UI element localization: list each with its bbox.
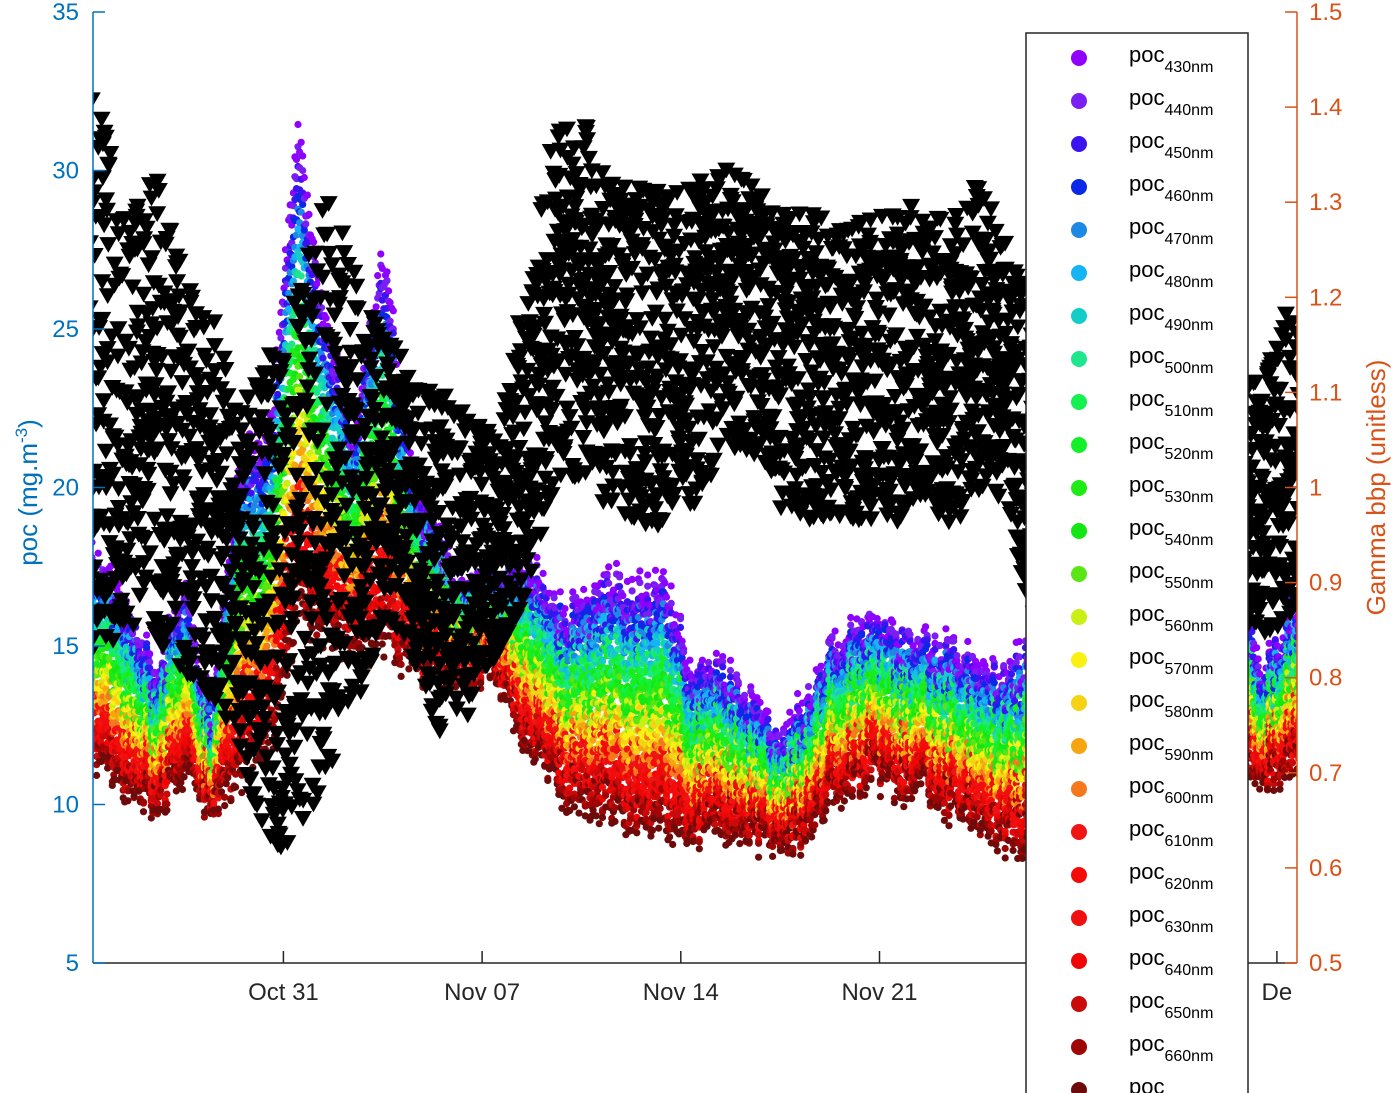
poc-point: [297, 138, 305, 146]
poc-point: [139, 808, 148, 816]
poc-point: [300, 173, 308, 182]
poc-point: [288, 340, 296, 348]
poc-point: [143, 631, 151, 639]
poc-point: [313, 631, 321, 639]
poc-point: [178, 785, 187, 794]
poc-point: [205, 705, 213, 713]
poc-point: [305, 210, 313, 218]
poc-point: [302, 220, 310, 228]
poc-point: [383, 277, 391, 285]
poc-point: [263, 642, 271, 650]
poc-point: [271, 716, 279, 724]
poc-point: [383, 268, 391, 276]
poc-point: [263, 627, 271, 635]
poc-point: [389, 307, 397, 315]
poc-point: [214, 805, 222, 813]
poc-point: [374, 272, 382, 280]
poc-point: [227, 797, 235, 805]
poc-point: [222, 780, 230, 788]
poc-point: [310, 238, 318, 246]
poc-point: [221, 793, 229, 801]
poc-point: [163, 806, 171, 814]
poc-point: [296, 372, 304, 381]
poc-point: [322, 314, 330, 322]
poc-point: [314, 448, 322, 456]
poc-point: [289, 639, 297, 647]
poc-point: [139, 798, 148, 806]
poc-point: [163, 790, 171, 798]
poc-point: [299, 152, 307, 160]
poc-point: [380, 653, 388, 661]
poc-point: [378, 640, 386, 648]
poc-point: [303, 191, 311, 199]
poc-point: [143, 643, 151, 652]
poc-point: [94, 549, 102, 557]
poc-point: [385, 287, 393, 295]
poc-point: [163, 800, 171, 808]
poc-point: [297, 272, 305, 280]
poc-point: [299, 166, 307, 175]
poc-point: [283, 479, 291, 487]
poc-point: [124, 797, 132, 805]
poc-point: [93, 771, 101, 780]
poc-point: [146, 650, 154, 658]
poc-point: [294, 120, 302, 129]
poc-point: [104, 764, 112, 772]
poc-point: [232, 783, 240, 791]
poc-point: [221, 802, 229, 810]
poc-point: [377, 250, 385, 258]
poc-point: [93, 538, 96, 546]
poc-point: [372, 303, 380, 311]
